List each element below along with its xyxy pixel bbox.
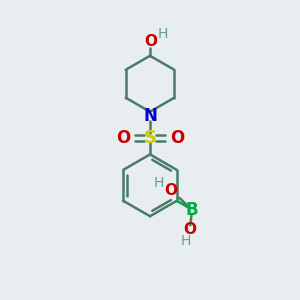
Text: N: N: [143, 107, 157, 125]
Text: O: O: [116, 129, 130, 147]
Text: O: O: [144, 34, 157, 50]
Text: S: S: [143, 129, 157, 147]
Text: B: B: [186, 201, 198, 219]
Text: O: O: [183, 222, 196, 237]
Text: O: O: [170, 129, 184, 147]
Text: H: H: [158, 27, 168, 41]
Text: H: H: [154, 176, 164, 190]
Text: H: H: [181, 234, 191, 248]
Text: O: O: [164, 183, 177, 198]
